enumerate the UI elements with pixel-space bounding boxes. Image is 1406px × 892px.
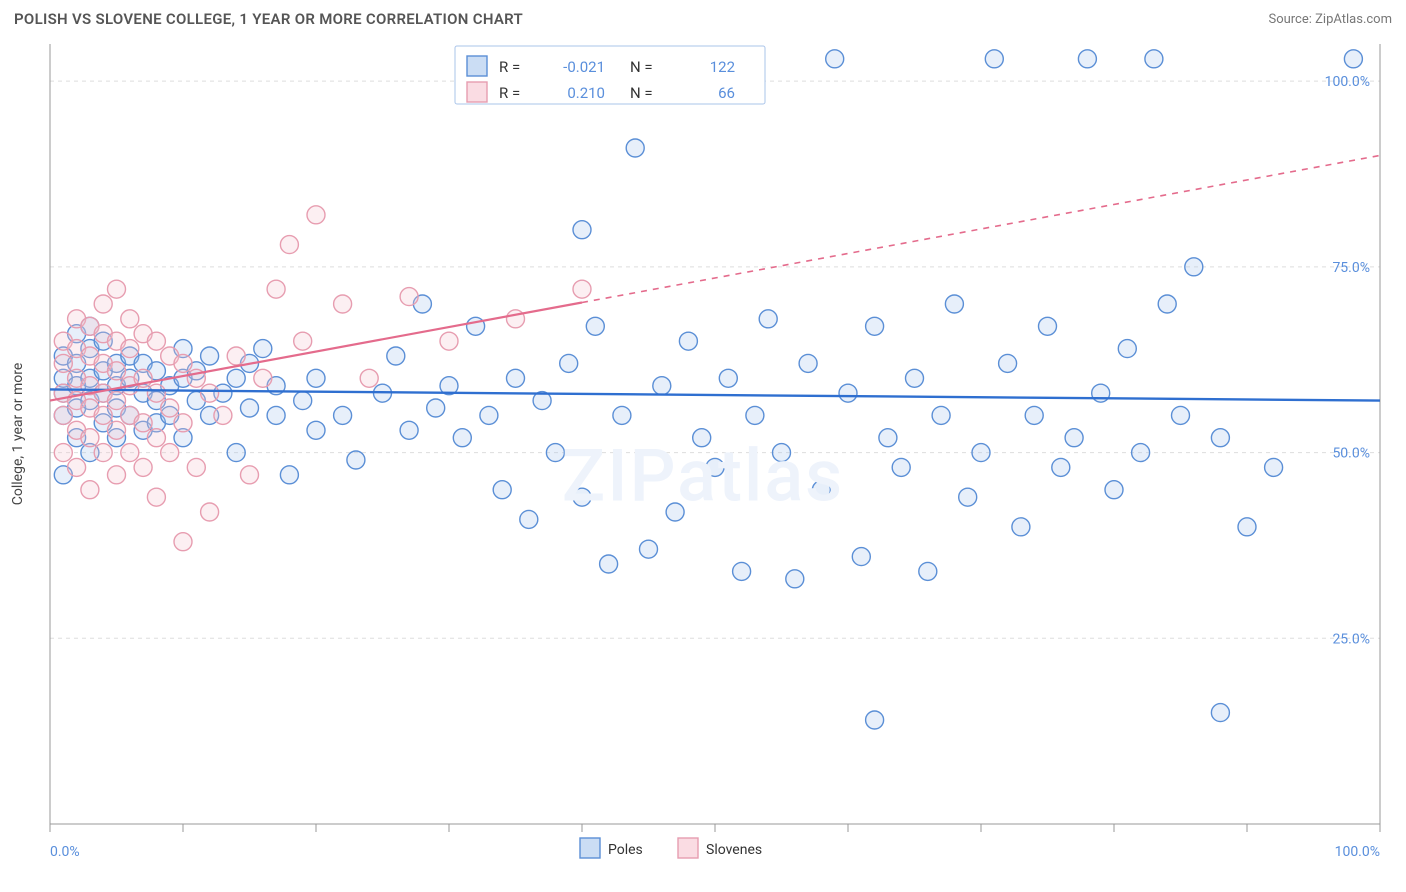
svg-text:0.0%: 0.0% xyxy=(50,844,80,860)
svg-text:75.0%: 75.0% xyxy=(1332,260,1370,276)
svg-text:100.0%: 100.0% xyxy=(1325,74,1370,90)
svg-text:Slovenes: Slovenes xyxy=(706,842,762,858)
scatter-svg: 0.0% 100.0% 25.0% 50.0% 75.0% 100.0% College, … xyxy=(0,34,1406,884)
svg-text:Poles: Poles xyxy=(608,842,643,858)
svg-text:-0.021: -0.021 xyxy=(563,58,605,76)
chart-title: POLISH VS SLOVENE COLLEGE, 1 YEAR OR MOR… xyxy=(14,10,523,28)
svg-text:College, 1 year or more: College, 1 year or more xyxy=(10,363,26,505)
svg-text:N =: N = xyxy=(630,84,653,102)
svg-text:25.0%: 25.0% xyxy=(1332,631,1370,647)
svg-text:N =: N = xyxy=(630,58,653,76)
svg-text:100.0%: 100.0% xyxy=(1335,844,1380,860)
chart-area: ZIPatlas 0.0%100.0%25.0%50.0%75.0%100.0%… xyxy=(0,34,1406,884)
svg-text:66: 66 xyxy=(718,84,735,102)
svg-text:122: 122 xyxy=(710,58,735,76)
svg-text:50.0%: 50.0% xyxy=(1332,446,1370,462)
svg-text:R =: R = xyxy=(499,84,520,102)
source-label: Source: ZipAtlas.com xyxy=(1268,12,1392,27)
svg-text:0.210: 0.210 xyxy=(567,84,605,102)
svg-text:R =: R = xyxy=(499,58,520,76)
